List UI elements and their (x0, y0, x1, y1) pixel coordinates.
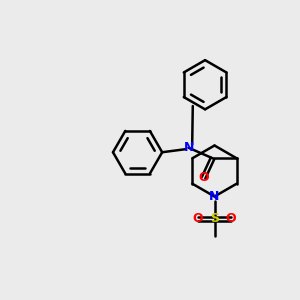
Text: N: N (209, 190, 220, 203)
Text: O: O (198, 171, 209, 184)
Text: O: O (226, 212, 236, 226)
Text: O: O (193, 212, 203, 226)
Text: S: S (210, 212, 219, 226)
Text: N: N (183, 141, 194, 154)
